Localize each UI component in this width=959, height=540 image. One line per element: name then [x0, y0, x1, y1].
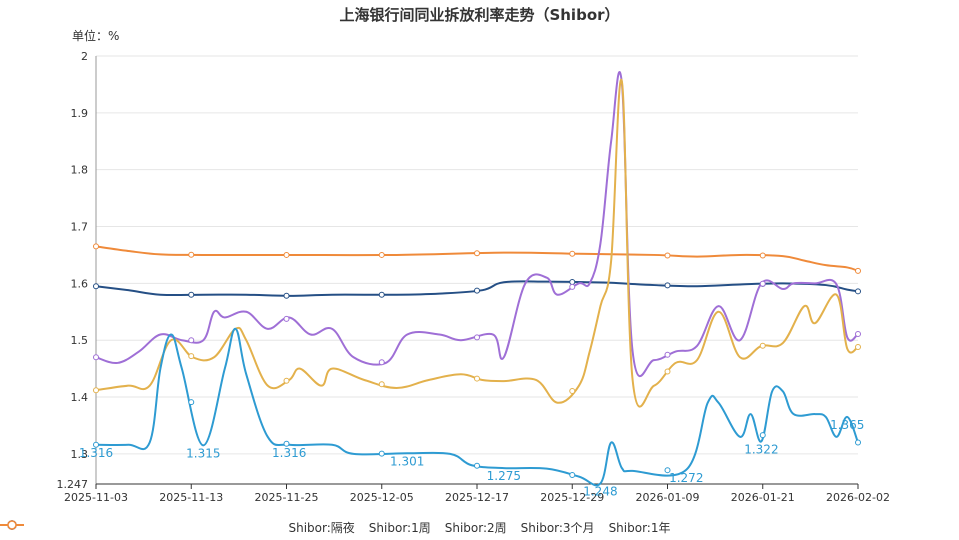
legend-label: Shibor:3个月 [520, 521, 595, 535]
legend-label: Shibor:1周 [368, 521, 431, 535]
legend-label: Shibor:1年 [608, 521, 671, 535]
series-2-point-1 [188, 337, 195, 344]
series-4-point-1 [188, 251, 195, 258]
series-3-point-5 [569, 278, 576, 285]
y-tick-label-7: 1.9 [71, 107, 89, 120]
series-1-point-7 [759, 342, 766, 349]
legend-swatch-icon [0, 520, 24, 530]
series-1-point-8 [855, 344, 861, 351]
data-label-2: 1.316 [272, 446, 306, 460]
series-0-point-3 [378, 450, 385, 457]
series-3-point-3 [378, 291, 385, 298]
legend-label: Shibor:2周 [444, 521, 507, 535]
series-3-point-2 [283, 292, 290, 299]
data-label-0: 1.316 [79, 446, 113, 460]
unit-label: 单位：% [72, 29, 120, 43]
legend-item-2[interactable]: Shibor:2周 [0, 519, 507, 536]
data-label-8: 1.365 [830, 418, 864, 432]
series-4-point-8 [855, 267, 861, 274]
series-2-point-0 [93, 354, 99, 361]
series-3-point-8 [855, 288, 861, 295]
legend-item-1[interactable]: Shibor:1周 [0, 519, 431, 536]
series-4-point-5 [569, 250, 576, 257]
series-0-point-1 [188, 399, 195, 406]
series-4-point-3 [378, 251, 385, 258]
series-3-point-6 [664, 282, 671, 289]
y-tick-label-0: 1.247 [57, 478, 89, 491]
series-3-point-4 [474, 287, 480, 294]
x-tick-label-7: 2026-01-21 [731, 491, 795, 504]
y-tick-label-1: 1.3 [71, 448, 89, 461]
series-0-point-4 [474, 462, 480, 469]
y-tick-label-2: 1.4 [71, 391, 89, 404]
y-tick-label-4: 1.6 [71, 277, 89, 290]
series-2-point-8 [855, 330, 861, 337]
x-tick-label-2: 2025-11-25 [255, 491, 319, 504]
series-2-point-6 [664, 351, 671, 358]
series-0-point-7 [759, 432, 766, 439]
series-2-point-2 [283, 315, 290, 322]
series-4-point-7 [759, 252, 766, 259]
series-1-point-4 [474, 375, 480, 382]
series-1-point-1 [188, 353, 195, 360]
series-1-point-3 [378, 381, 385, 388]
series-1-point-6 [664, 368, 671, 375]
x-tick-label-5: 2025-12-29 [540, 491, 604, 504]
series-0-point-8 [855, 439, 861, 446]
data-label-3: 1.301 [390, 454, 424, 468]
y-tick-label-3: 1.5 [71, 334, 89, 347]
legend-label: Shibor:隔夜 [288, 521, 355, 535]
series-2-point-3 [378, 359, 385, 366]
x-tick-label-1: 2025-11-13 [159, 491, 223, 504]
legend: Shibor:隔夜 Shibor:1周 Shibor:2周 Shibor:3个月 Shi… [0, 519, 959, 536]
series-0-point-2 [283, 440, 290, 447]
series-4-point-6 [664, 252, 671, 259]
chart-title: 上海银行间同业拆放利率走势（Shibor） [339, 6, 620, 24]
series-line-4 [95, 245, 859, 272]
series-1-point-2 [283, 377, 290, 384]
series-2-point-5 [569, 283, 576, 290]
y-tick-label-6: 1.8 [71, 164, 89, 177]
series-0-point-5 [569, 471, 576, 478]
data-label-5: 1.248 [583, 484, 617, 498]
x-tick-label-0: 2025-11-03 [64, 491, 128, 504]
x-tick-label-3: 2025-12-05 [350, 491, 414, 504]
series-0-point-6 [664, 467, 671, 474]
x-tick-label-8: 2026-02-02 [826, 491, 890, 504]
series-1-point-5 [569, 387, 576, 394]
series-4-point-0 [93, 243, 99, 250]
legend-item-4[interactable]: Shibor:1年 [0, 519, 671, 536]
x-tick-label-6: 2026-01-09 [636, 491, 700, 504]
x-tick-label-4: 2025-12-17 [445, 491, 509, 504]
series-line-2 [95, 71, 859, 378]
series-line-0 [95, 327, 859, 487]
series-3-point-1 [188, 291, 195, 298]
data-label-1: 1.315 [186, 446, 220, 460]
series-3-point-0 [93, 283, 99, 290]
series-2-point-7 [759, 280, 766, 287]
data-label-4: 1.275 [487, 469, 521, 483]
legend-item-3[interactable]: Shibor:3个月 [0, 519, 595, 536]
series-line-1 [95, 78, 859, 408]
data-label-7: 1.322 [744, 442, 778, 456]
series-4-point-2 [283, 251, 290, 258]
series-0-point-0 [93, 441, 99, 448]
series-1-point-0 [93, 387, 99, 394]
series-4-point-4 [474, 250, 480, 257]
series-line-3 [95, 280, 859, 297]
y-tick-label-8: 2 [81, 50, 88, 63]
series-2-point-4 [474, 334, 480, 341]
legend-item-0[interactable]: Shibor:隔夜 [0, 519, 355, 536]
y-tick-label-5: 1.7 [71, 221, 89, 234]
data-label-6: 1.272 [669, 471, 703, 485]
